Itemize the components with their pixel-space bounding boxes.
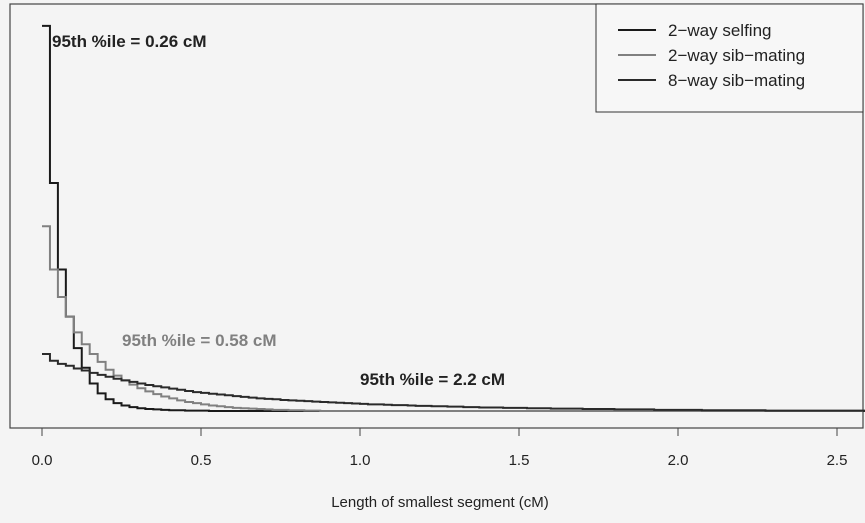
series-line-3 xyxy=(42,353,865,412)
annotation-2: 95th %ile = 0.58 cM xyxy=(122,331,277,350)
x-tick-label: 1.5 xyxy=(509,452,530,469)
series-line-2 xyxy=(42,225,863,412)
legend-label-3: 8−way sib−mating xyxy=(668,71,805,90)
legend: 2−way selfing 2−way sib−mating 8−way sib−m… xyxy=(595,3,864,113)
annotation-3: 95th %ile = 2.2 cM xyxy=(360,370,505,389)
x-tick-label: 1.0 xyxy=(350,452,371,469)
x-axis: 0.0 0.5 1.0 1.5 2.0 2.5 xyxy=(32,428,848,469)
legend-label-1: 2−way selfing xyxy=(668,21,771,40)
x-axis-title: Length of smallest segment (cM) xyxy=(331,494,549,511)
x-tick-label: 2.0 xyxy=(668,452,689,469)
annotations: 95th %ile = 0.26 cM 95th %ile = 0.58 cM 95… xyxy=(52,32,505,389)
x-tick-label: 0.0 xyxy=(32,452,53,469)
x-tick-label: 0.5 xyxy=(191,452,212,469)
x-tick-label: 2.5 xyxy=(827,452,848,469)
annotation-1: 95th %ile = 0.26 cM xyxy=(52,32,207,51)
legend-label-2: 2−way sib−mating xyxy=(668,46,805,65)
legend-box xyxy=(595,3,864,113)
series-layer xyxy=(42,24,865,412)
